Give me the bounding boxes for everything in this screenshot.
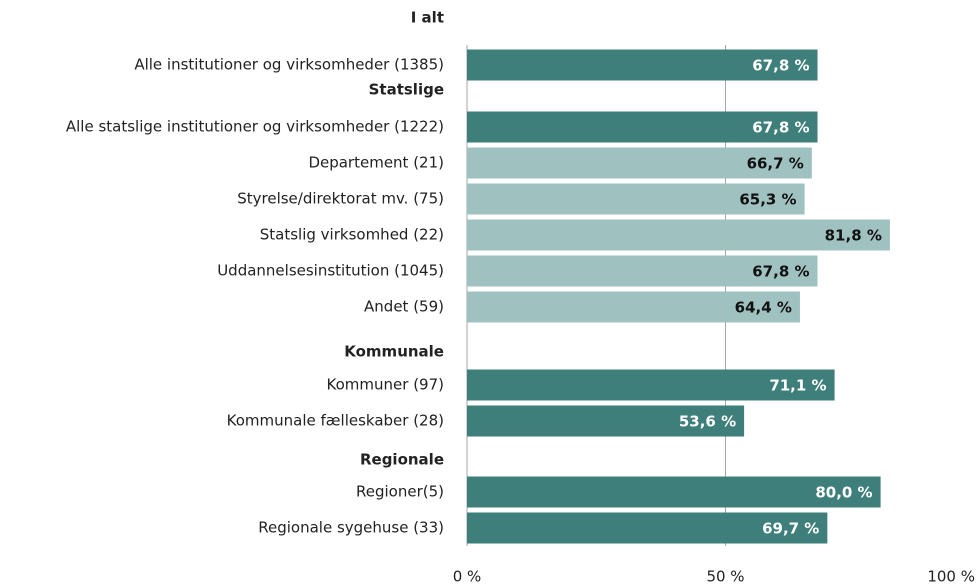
bar (467, 183, 805, 215)
category-label: Uddannelsesinstitution (1045) (217, 262, 444, 280)
category-label: Styrelse/direktorat mv. (75) (237, 190, 444, 208)
value-label: 64,4 % (735, 299, 792, 317)
group-header: Regionale (360, 451, 444, 469)
category-label: Departement (21) (308, 154, 444, 172)
category-label: Regioner(5) (356, 483, 444, 501)
category-label: Statslig virksomhed (22) (260, 226, 444, 244)
bar (467, 405, 745, 437)
bar (467, 219, 890, 251)
bar (467, 369, 835, 401)
category-label: Alle statslige institutioner og virksomh… (66, 118, 444, 136)
x-tick-label: 100 % (927, 568, 975, 586)
value-label: 69,7 % (762, 520, 819, 538)
bar (467, 147, 812, 179)
value-label: 81,8 % (825, 227, 882, 245)
bar (467, 255, 818, 287)
value-label: 66,7 % (747, 155, 804, 173)
value-label: 67,8 % (752, 57, 809, 75)
value-label: 67,8 % (752, 119, 809, 137)
value-label: 71,1 % (769, 377, 826, 395)
category-label: Regionale sygehuse (33) (258, 519, 444, 537)
bar (467, 111, 818, 143)
bar (467, 49, 818, 81)
bar (467, 476, 881, 508)
bar (467, 512, 828, 544)
group-header: Statslige (369, 81, 444, 99)
value-label: 67,8 % (752, 263, 809, 281)
x-tick-label: 50 % (706, 568, 744, 586)
value-label: 65,3 % (739, 191, 796, 209)
group-header: I alt (411, 9, 444, 27)
x-tick-label: 0 % (453, 568, 482, 586)
category-label: Kommuner (97) (327, 376, 444, 394)
category-label: Kommunale fælleskaber (28) (227, 412, 444, 430)
category-label: Alle institutioner og virksomheder (1385… (134, 56, 444, 74)
value-label: 53,6 % (679, 413, 736, 431)
value-label: 80,0 % (815, 484, 872, 502)
category-label: Andet (59) (364, 298, 444, 316)
bar (467, 291, 800, 323)
group-header: Kommunale (344, 343, 444, 361)
